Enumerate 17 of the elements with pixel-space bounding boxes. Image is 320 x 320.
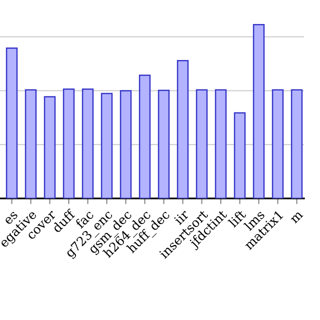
bar: [272, 89, 284, 198]
bar: [24, 89, 37, 198]
bar: [196, 89, 208, 198]
bar: [252, 24, 265, 198]
x-tick-label: m: [290, 211, 304, 224]
bar: [120, 90, 132, 198]
bar: [138, 74, 151, 198]
bar: [176, 60, 189, 198]
bar: [158, 90, 170, 198]
bar: [62, 88, 75, 198]
bar: [234, 112, 246, 198]
bar: [290, 89, 303, 198]
bar: [82, 88, 94, 198]
bar: [100, 92, 113, 198]
bar: [214, 89, 227, 198]
bar: [44, 96, 56, 198]
bar: [6, 48, 18, 198]
